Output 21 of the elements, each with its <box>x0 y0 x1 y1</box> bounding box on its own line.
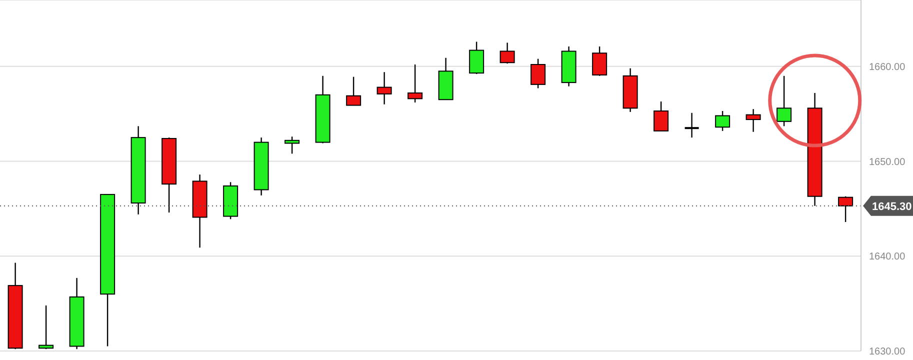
y-tick-label: 1640.00 <box>869 252 906 263</box>
candlestick <box>284 136 300 154</box>
candlestick <box>469 41 484 75</box>
candlestick <box>500 42 515 64</box>
candlestick <box>592 46 608 76</box>
candlestick <box>346 76 362 106</box>
y-tick-label: 1650.00 <box>869 156 906 168</box>
y-tick-label: 1660.00 <box>869 62 906 73</box>
candlestick <box>776 75 792 127</box>
candlestick <box>530 58 546 89</box>
candlestick <box>408 64 423 104</box>
candlestick <box>838 196 854 223</box>
candlestick <box>684 112 700 138</box>
candlestick <box>654 100 669 132</box>
ref-line-label: 1645.30 <box>872 200 912 213</box>
candlestick <box>38 304 54 350</box>
price-tag: 1645.30 <box>863 196 913 216</box>
candlestick <box>715 110 730 132</box>
y-tick-label: 1630.00 <box>869 346 906 358</box>
candlestick <box>746 108 761 132</box>
candlestick <box>376 71 392 105</box>
